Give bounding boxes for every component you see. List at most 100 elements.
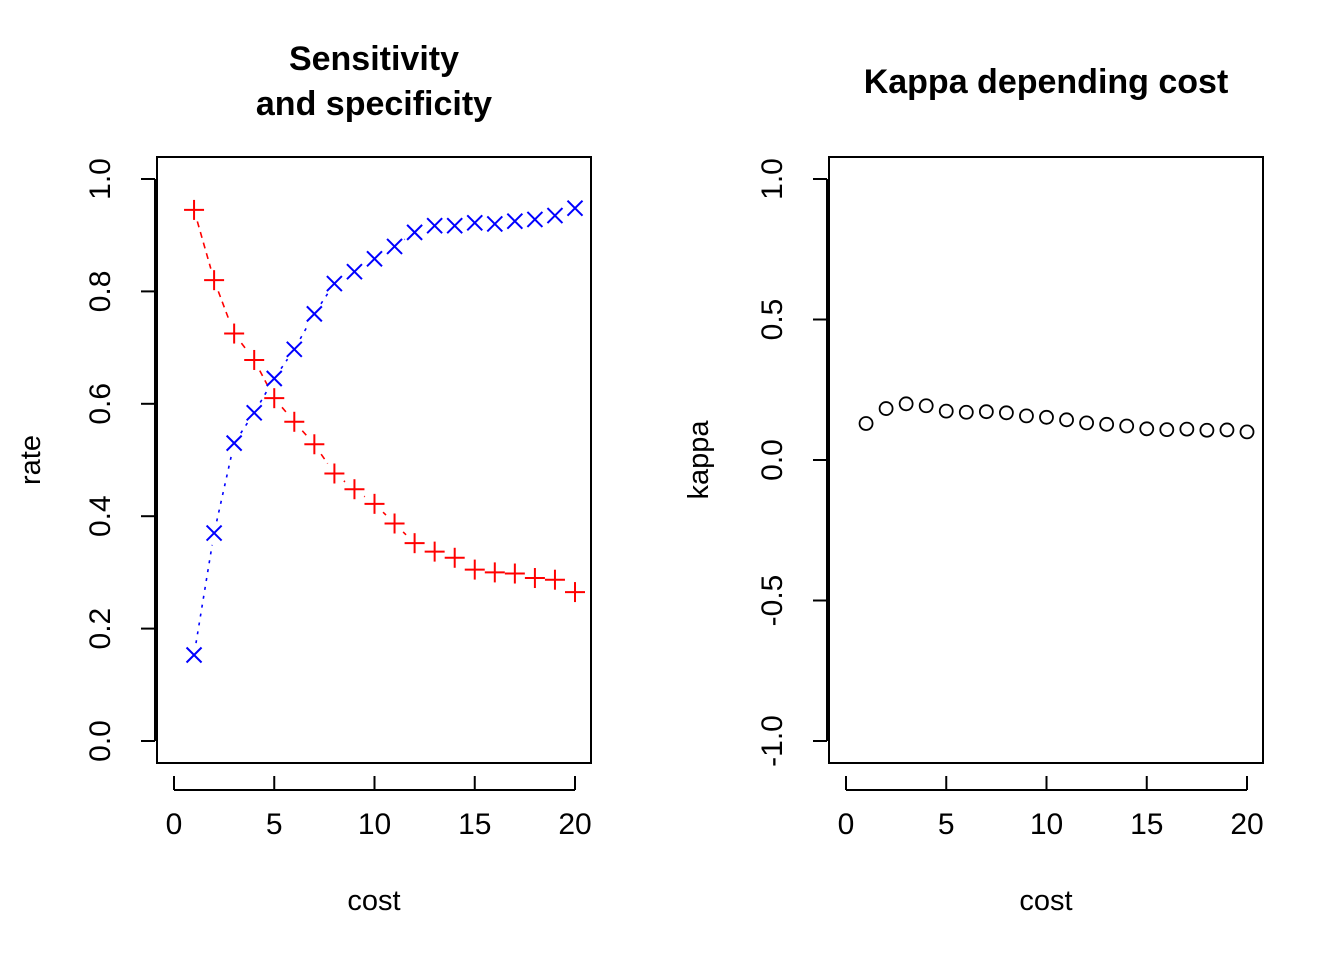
cross-point-b (506, 212, 524, 230)
cross-point (426, 217, 443, 234)
kappa-point (858, 416, 874, 431)
x-tick-label: 5 (938, 808, 955, 841)
plus-point (424, 541, 445, 562)
series-1-line-segment (299, 323, 310, 340)
plus-point (464, 559, 485, 580)
plus-point (565, 582, 585, 603)
kappa-point (1159, 422, 1175, 438)
cross-point-b (526, 211, 544, 228)
cross-point (386, 238, 403, 255)
cross-point (486, 215, 504, 233)
cross-point-b (306, 305, 323, 323)
cross-point (366, 250, 383, 268)
plus-point (184, 199, 205, 220)
cross-point-b (205, 524, 223, 542)
series-1-line-segment (320, 293, 329, 305)
kappa-point (1039, 409, 1054, 425)
plus-point (204, 270, 225, 291)
plus-point (344, 479, 365, 500)
kappa-point (1079, 415, 1094, 431)
series-1-line-segment (280, 358, 289, 370)
kappa-point (1019, 408, 1034, 424)
y-tick-label: -0.5 (756, 575, 789, 627)
plot-frame (156, 156, 592, 764)
series-0-line-segment (217, 291, 231, 323)
series-1-line-segment (240, 422, 249, 434)
series-1-line-segment (215, 454, 233, 522)
plus-point (544, 569, 565, 590)
chart-title: Sensitivity (289, 40, 459, 78)
cross-point (506, 212, 524, 230)
series-0-line-segment (196, 221, 212, 269)
y-tick-label: 1.0 (756, 158, 789, 200)
cross-point-b (486, 215, 504, 233)
series-0-line-segment (343, 480, 346, 483)
cross-point-b (266, 370, 283, 387)
series-0-line-segment (382, 511, 387, 516)
x-tick-label: 5 (266, 808, 283, 841)
kappa-panel: Kappa depending cost 0 5 10 15 20 cost -1.0 -0.5… (683, 63, 1264, 917)
series-0-line-segment (402, 531, 407, 536)
kappa-point (1139, 421, 1155, 437)
kappa-point (938, 403, 954, 419)
kappa-point (878, 401, 894, 416)
x-tick-label: 20 (558, 808, 591, 841)
plus-point (364, 493, 385, 514)
kappa-point (1119, 418, 1135, 434)
cross-point-b (466, 214, 483, 232)
cross-point-b (566, 200, 584, 217)
cross-point (306, 305, 323, 323)
plus-point (504, 563, 525, 584)
cross-point (245, 404, 263, 421)
x-tick-label: 10 (358, 808, 391, 841)
cross-point (446, 217, 463, 234)
plot-frame (828, 156, 1264, 764)
kappa-point (1219, 422, 1235, 438)
plus-point (244, 349, 265, 370)
plus-point (284, 411, 305, 432)
cross-point (546, 207, 564, 224)
kappa-point (999, 405, 1014, 421)
x-tick-label: 15 (1130, 808, 1163, 841)
x-tick-label: 10 (1030, 808, 1063, 841)
cross-point (526, 211, 544, 228)
cross-point-b (225, 434, 243, 452)
y-tick-label: 0.5 (756, 299, 789, 341)
cross-point-b (546, 207, 564, 224)
cross-point-b (386, 238, 403, 255)
series-1-line-segment (195, 544, 213, 644)
x-tick-label: 0 (838, 808, 855, 841)
kappa-point (1199, 422, 1215, 438)
kappa-point (918, 398, 934, 414)
kappa-point (1239, 424, 1255, 440)
x-tick-label: 15 (458, 808, 491, 841)
cross-point (566, 200, 584, 217)
plus-point (524, 568, 545, 589)
cross-point (286, 341, 303, 358)
y-axis-label: kappa (683, 420, 715, 500)
kappa-point (958, 404, 974, 420)
y-tick-label: 1.0 (84, 158, 117, 200)
cross-point-b (366, 250, 383, 268)
kappa-point (898, 396, 914, 412)
y-tick-label: -1.0 (756, 715, 789, 767)
y-tick-label: 0.2 (84, 608, 117, 650)
cross-point-b (426, 217, 443, 234)
y-tick-label: 0.0 (756, 439, 789, 481)
plus-point (404, 533, 425, 554)
cross-point-b (185, 646, 203, 664)
x-axis-label: cost (347, 885, 400, 917)
kappa-point (1059, 412, 1074, 428)
cross-point-b (446, 217, 463, 234)
x-axis-label: cost (1019, 885, 1072, 917)
y-tick-label: 0.4 (84, 495, 117, 537)
sensitivity-specificity-panel: Sensitivity and specificity 0 5 10 15 20 cost 0.… (15, 40, 592, 917)
kappa-point (978, 404, 994, 420)
x-tick-label: 0 (166, 808, 183, 841)
plus-point (384, 513, 405, 534)
cross-point-b (245, 404, 263, 421)
plus-point (484, 562, 505, 583)
cross-point (205, 524, 223, 542)
chart-title: Kappa depending cost (864, 63, 1229, 101)
cross-point (266, 370, 283, 387)
